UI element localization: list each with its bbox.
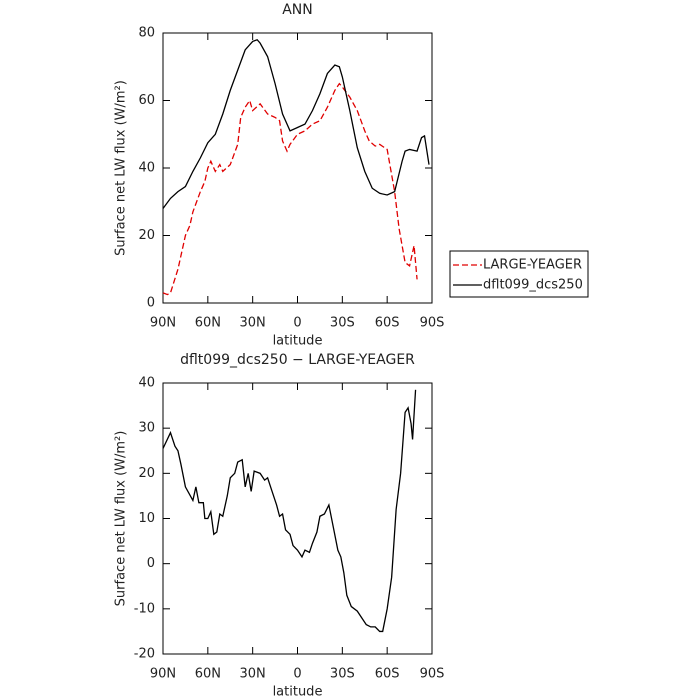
plot-frame [162,32,433,304]
x-tick-label: 30S [330,316,355,331]
data-line [162,389,417,633]
x-tick-label: 0 [293,667,301,682]
x-tick-label: 30S [330,667,355,682]
x-tick-label: 0 [293,316,301,331]
y-tick-label: -10 [134,601,155,616]
y-tick-label: 30 [138,421,155,436]
data-line [162,38,430,209]
x-axis-label: latitude [273,334,323,349]
x-tick-label: 60N [195,667,221,682]
y-tick-label: 40 [138,161,155,176]
x-tick-label: 30N [240,316,266,331]
y-tick-label: 10 [138,511,155,526]
data-line [162,82,418,296]
chart-title: ANN [282,2,313,18]
legend-label: dflt099_dcs250 [483,278,583,293]
y-tick-label: 0 [147,296,155,311]
x-tick-label: 90N [150,667,176,682]
y-tick-label: 20 [138,466,155,481]
y-tick-label: 80 [138,26,155,41]
y-axis-label: Surface net LW flux (W/m²) [114,431,129,607]
plot-frame [162,382,433,655]
y-axis-label: Surface net LW flux (W/m²) [114,80,129,256]
y-tick-label: 20 [138,228,155,243]
x-tick-label: 60S [375,316,400,331]
chart-title: dflt099_dcs250 − LARGE-YEAGER [180,352,415,368]
x-tick-label: 60N [195,316,221,331]
x-tick-label: 30N [240,667,266,682]
x-tick-label: 90N [150,316,176,331]
y-tick-label: 60 [138,93,155,108]
x-tick-label: 90S [420,667,445,682]
y-tick-label: -20 [134,647,155,662]
y-tick-label: 40 [138,376,155,391]
legend-box [449,250,589,298]
legend-label: LARGE-YEAGER [483,258,582,273]
x-axis-label: latitude [273,685,323,700]
x-tick-label: 90S [420,316,445,331]
y-tick-label: 0 [147,556,155,571]
x-tick-label: 60S [375,667,400,682]
